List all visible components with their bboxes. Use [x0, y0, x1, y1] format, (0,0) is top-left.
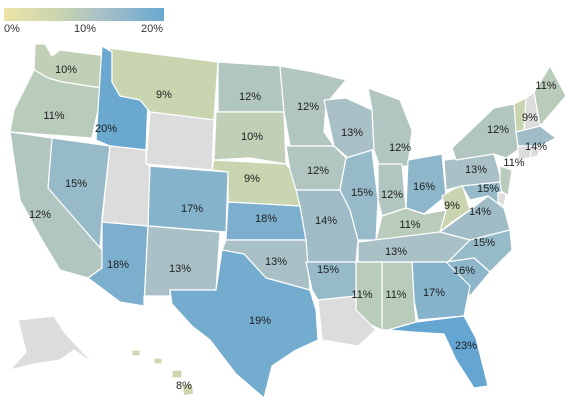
state-label-oh: 16% — [413, 181, 435, 193]
state-ny — [451, 103, 519, 161]
state-label-fl: 23% — [455, 340, 477, 352]
state-label-id: 20% — [95, 123, 117, 135]
state-label-ms: 11% — [351, 289, 372, 301]
state-de — [497, 191, 507, 207]
state-label-il: 15% — [351, 187, 373, 199]
state-sd — [213, 111, 287, 165]
state-wy — [145, 111, 215, 171]
state-label-ca: 12% — [29, 209, 51, 221]
state-label-nc: 15% — [473, 237, 495, 249]
state-label-hi: 8% — [176, 380, 192, 392]
state-label-ne: 9% — [244, 173, 260, 185]
state-oh — [405, 153, 447, 215]
state-label-tx: 19% — [249, 315, 271, 327]
state-la — [317, 295, 377, 347]
state-mn — [279, 65, 347, 147]
state-mi — [367, 87, 413, 169]
state-label-sd: 10% — [241, 131, 263, 143]
state-label-nm: 13% — [169, 263, 191, 275]
state-label-ia: 12% — [307, 165, 329, 177]
legend-tick-min: 0% — [4, 23, 20, 35]
state-label-ma: 14% — [525, 141, 547, 153]
state-label-ks: 18% — [255, 213, 277, 225]
states-layer — [9, 43, 567, 399]
state-label-nj: 11% — [503, 157, 524, 169]
state-co — [147, 165, 229, 233]
state-label-wa: 10% — [55, 64, 77, 76]
state-label-ok: 13% — [265, 256, 287, 268]
state-label-md: 15% — [477, 183, 499, 195]
state-ut — [101, 145, 151, 227]
state-ak — [9, 315, 95, 371]
state-label-pa: 13% — [465, 164, 487, 176]
state-label-wv: 9% — [444, 200, 460, 212]
legend-tick-mid: 10% — [74, 23, 97, 35]
state-hi — [131, 349, 195, 397]
legend-tick-max: 20% — [141, 23, 164, 35]
state-tx — [169, 249, 319, 399]
state-label-al: 11% — [385, 289, 406, 301]
state-md — [461, 181, 505, 209]
legend-color-scale — [4, 8, 164, 21]
state-label-me: 11% — [535, 80, 556, 92]
state-label-nv: 15% — [65, 178, 87, 190]
state-label-co: 17% — [181, 203, 203, 215]
state-mt — [107, 47, 219, 121]
state-label-ga: 17% — [423, 287, 445, 299]
state-label-sc: 16% — [453, 265, 475, 277]
state-il — [339, 149, 379, 241]
state-ri — [529, 145, 541, 159]
legend: 0% 10% 20% — [4, 8, 164, 38]
state-label-or: 11% — [43, 110, 64, 122]
state-label-az: 18% — [107, 259, 129, 271]
state-label-va: 14% — [469, 206, 491, 218]
state-fl — [387, 315, 489, 389]
state-label-wi: 13% — [341, 127, 363, 139]
state-label-ky: 11% — [399, 219, 420, 231]
state-nh — [523, 91, 541, 131]
state-label-mi: 12% — [389, 142, 411, 154]
state-label-nd: 12% — [239, 91, 261, 103]
state-label-mn: 12% — [297, 101, 319, 113]
state-nd — [217, 61, 285, 113]
state-label-ar: 15% — [317, 264, 339, 276]
state-label-tn: 13% — [385, 246, 407, 258]
state-label-mo: 14% — [315, 215, 337, 227]
state-label-vt: 9% — [522, 112, 538, 124]
labels-layer: 10% 11% 20% 9% 12% 12% 10% 9% 12% 13% 12% 15% 12% 17%… — [29, 64, 557, 392]
state-label-in: 12% — [381, 189, 403, 201]
state-label-mt: 9% — [156, 89, 172, 101]
state-label-ny: 12% — [487, 124, 509, 136]
